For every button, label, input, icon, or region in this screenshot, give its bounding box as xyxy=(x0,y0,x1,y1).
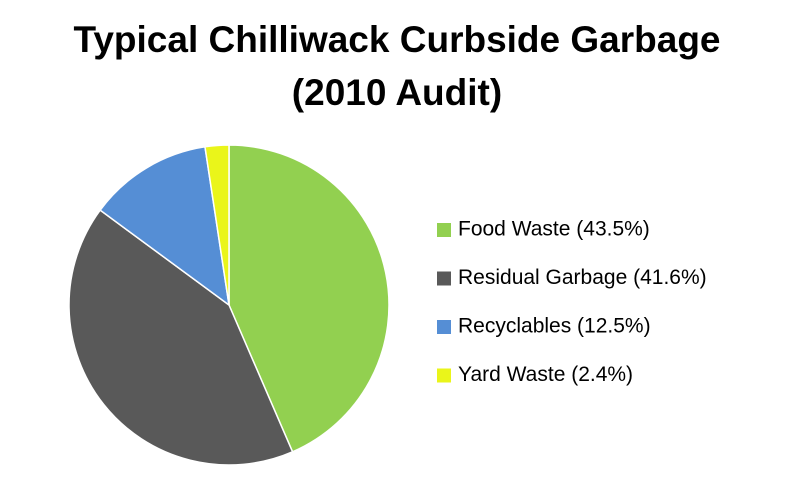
pie-slice xyxy=(204,144,230,306)
pie-slice xyxy=(228,144,390,453)
legend-swatch xyxy=(437,271,451,286)
legend-label: Food Waste (43.5%) xyxy=(458,218,650,241)
legend-swatch xyxy=(437,368,451,383)
legend-label: Yard Waste (2.4%) xyxy=(458,363,633,386)
pie-slice xyxy=(68,209,294,466)
legend-swatch xyxy=(437,320,451,334)
chart-title: Typical Chilliwack Curbside Garbage xyxy=(73,19,720,60)
legend-label: Residual Garbage (41.6%) xyxy=(458,266,707,289)
pie-slice xyxy=(99,145,231,307)
chart-title: (2010 Audit) xyxy=(292,72,502,113)
legend-swatch xyxy=(437,223,451,237)
legend-label: Recyclables (12.5%) xyxy=(458,315,651,338)
